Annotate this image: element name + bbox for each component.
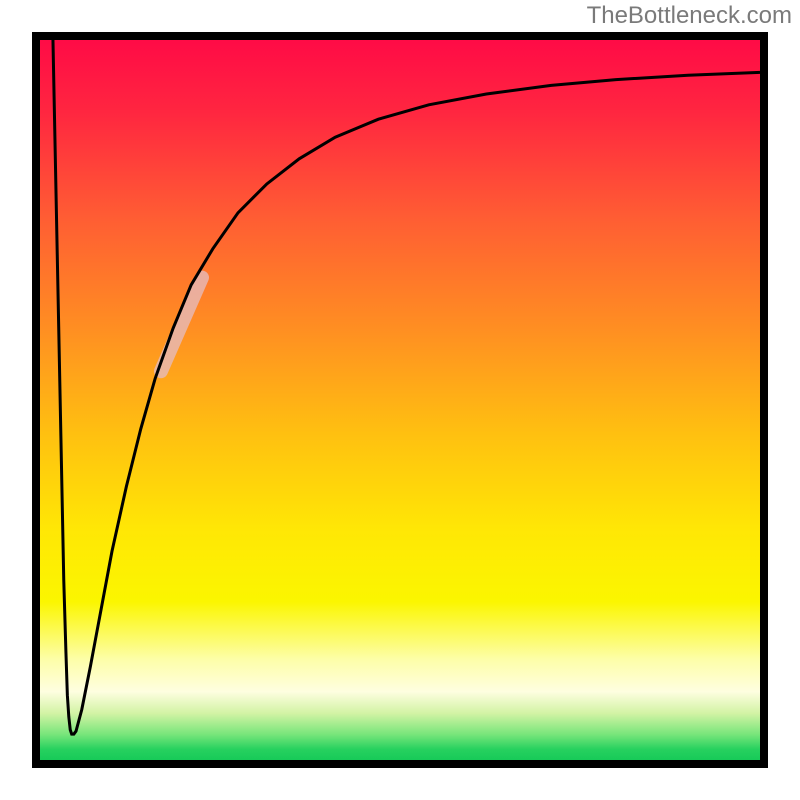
plot-outer-frame: [32, 32, 768, 768]
plot-area: [40, 40, 760, 760]
bottleneck-curve: [53, 40, 760, 734]
highlight-segment: [161, 278, 202, 372]
watermark-text: TheBottleneck.com: [587, 2, 792, 30]
curve-layer: [40, 40, 760, 760]
